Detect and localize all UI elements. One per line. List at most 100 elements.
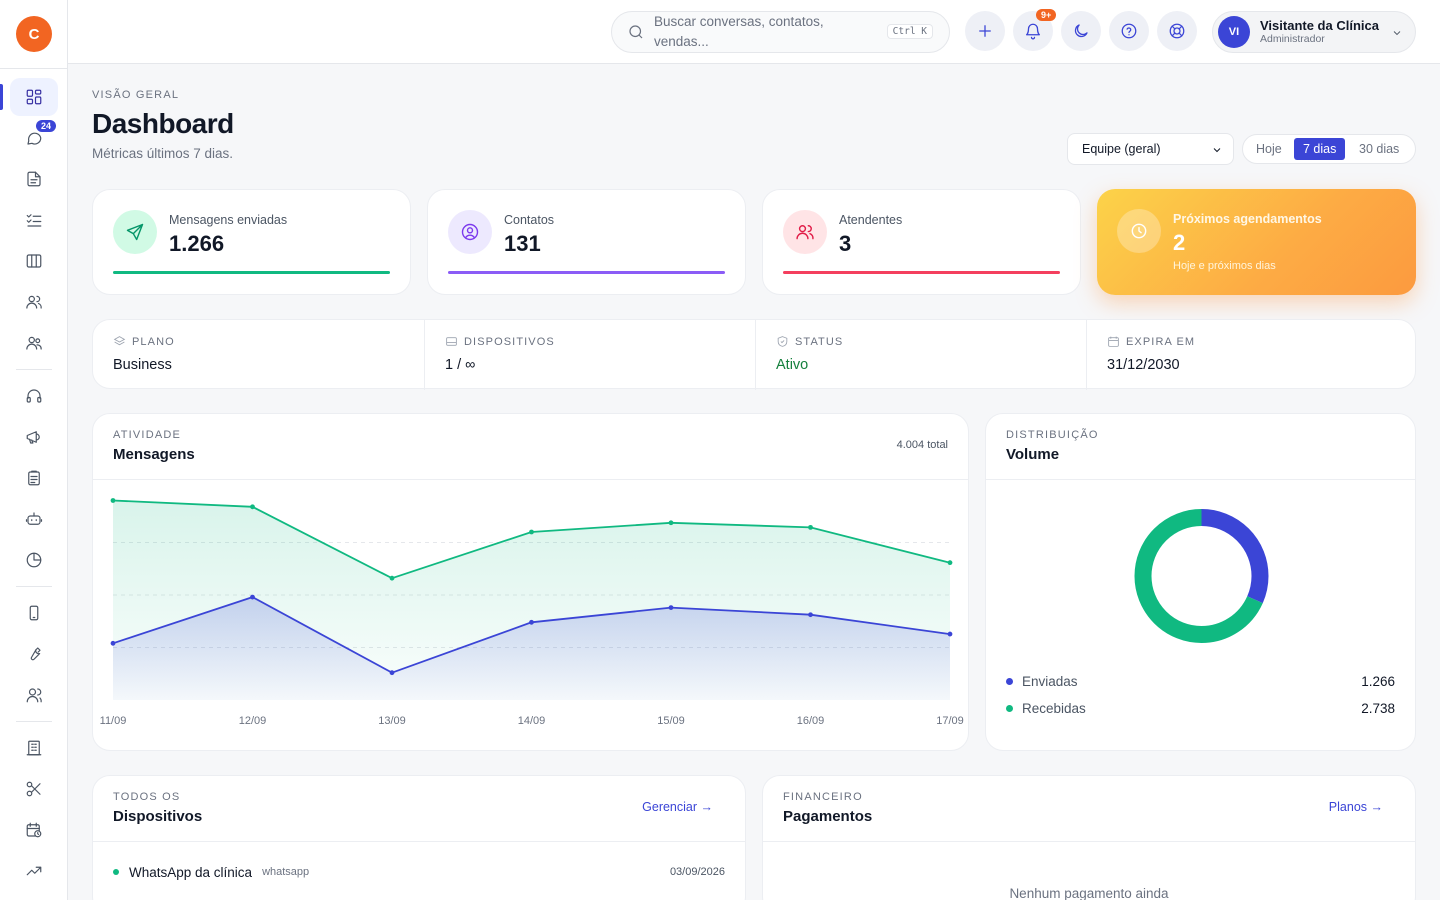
search-input[interactable]: Buscar conversas, contatos, vendas... <box>654 14 824 49</box>
device-icon <box>446 337 457 346</box>
info-plano: Plano Business <box>93 320 424 390</box>
stat-card-atendentes: Atendentes 3 <box>762 189 1081 295</box>
add-button[interactable] <box>965 11 1005 51</box>
stat-card-contatos: Contatos 131 <box>427 189 746 295</box>
info-label: Dispositivos <box>445 335 555 348</box>
sidebar-item-contatos[interactable] <box>10 283 58 321</box>
sidebar-item-vendas[interactable] <box>10 852 58 890</box>
wrench-icon <box>30 647 41 661</box>
plans-link[interactable]: Planos → <box>1328 800 1383 814</box>
legend-label: Enviadas <box>1022 673 1078 689</box>
empty-state: Nenhum pagamento ainda <box>1009 886 1169 900</box>
page-overline: Visão geral <box>92 89 180 101</box>
sidebar-item-servicos[interactable] <box>10 770 58 808</box>
sidebar-item-ferramentas[interactable] <box>10 635 58 673</box>
range-option-30-dias[interactable]: 30 dias <box>1359 142 1400 156</box>
info-divider <box>424 320 425 390</box>
data-point <box>947 560 953 566</box>
sidebar-item-relatorios[interactable] <box>10 541 58 579</box>
sidebar-item-bots[interactable] <box>10 500 58 538</box>
info-value: 31/12/2030 <box>1107 357 1180 373</box>
user-name: Visitante da Clínica <box>1260 18 1379 33</box>
sidebar-item-dispositivos[interactable] <box>10 594 58 632</box>
team-select-value: Equipe (geral) <box>1082 142 1161 156</box>
plan-info-strip: Plano Business Dispositivos 1 / ∞ Status… <box>92 319 1416 390</box>
team-icon <box>26 336 42 350</box>
trending-up-icon <box>26 866 42 876</box>
sidebar-item-tarefas[interactable] <box>10 201 58 239</box>
help-circle-icon <box>1121 23 1137 39</box>
conversas-badge: 24 <box>36 120 57 132</box>
chat-icon <box>27 132 42 145</box>
panel-title: Volume <box>1006 446 1060 463</box>
info-status: Status Ativo <box>756 320 1086 390</box>
user-menu[interactable]: VI Visitante da Clínica Administrador <box>1212 11 1416 53</box>
data-point <box>110 640 116 646</box>
team-select[interactable]: Equipe (geral) <box>1067 133 1234 165</box>
search-bar[interactable]: Buscar conversas, contatos, vendas... Ct… <box>611 11 950 53</box>
sidebar-item-documentos[interactable] <box>10 160 58 198</box>
manage-devices-link[interactable]: Gerenciar → <box>642 800 713 814</box>
scissors-icon <box>26 781 41 797</box>
device-type: whatsapp <box>262 866 310 878</box>
range-option-hoje[interactable]: Hoje <box>1256 142 1282 156</box>
sidebar-item-agenda[interactable] <box>10 811 58 849</box>
device-row[interactable]: WhatsApp da clínica whatsapp 03/09/2026 <box>113 862 725 882</box>
pie-chart-icon <box>26 552 42 568</box>
stat-accent-bar <box>448 271 725 274</box>
sidebar-item-equipe[interactable] <box>10 324 58 362</box>
stat-subtitle: Hoje e próximos dias <box>1173 260 1276 272</box>
device-date: 03/09/2026 <box>669 866 725 878</box>
date-range-toggle: Hoje 7 dias 30 dias <box>1242 134 1416 164</box>
legend-label: Recebidas <box>1022 700 1086 716</box>
total-count: 4.004 total <box>896 439 948 451</box>
checklist-icon <box>26 214 42 227</box>
users-icon <box>783 210 827 254</box>
legend-value: 2.738 <box>1361 700 1395 716</box>
sidebar-divider <box>16 369 52 370</box>
info-value: 1 / ∞ <box>445 357 476 373</box>
info-label: Expira em <box>1107 335 1195 348</box>
calendar-clock-icon <box>26 822 42 838</box>
sidebar-item-dashboard[interactable] <box>10 78 58 116</box>
info-value: Ativo <box>776 357 809 373</box>
notifications-button[interactable]: 9+ <box>1013 9 1057 51</box>
clipboard-icon <box>28 470 40 486</box>
plus-icon <box>979 25 991 37</box>
chevron-down-icon <box>1211 144 1223 159</box>
sidebar-item-campanhas[interactable] <box>10 418 58 456</box>
notifications-badge: 9+ <box>1036 9 1057 21</box>
bot-icon <box>25 512 43 525</box>
help-button[interactable] <box>1109 11 1149 51</box>
data-point <box>389 575 395 581</box>
sidebar-item-conversas[interactable] <box>10 119 58 157</box>
panel-header: Financeiro Pagamentos Planos → <box>763 776 1415 842</box>
donut-slice-recebidas <box>1134 509 1269 643</box>
sidebar-item-empresa[interactable] <box>10 729 58 767</box>
sidebar-item-usuarios[interactable] <box>10 676 58 714</box>
sidebar-item-atendimento[interactable] <box>10 377 58 415</box>
activity-panel: Atividade Mensagens 4.004 total 11/09 12/… <box>92 413 969 751</box>
theme-toggle-button[interactable] <box>1061 11 1101 51</box>
stat-label: Atendentes <box>839 213 903 227</box>
stat-value: 1.266 <box>169 231 225 256</box>
x-tick-label: 13/09 <box>378 715 406 727</box>
data-point <box>668 520 674 526</box>
data-point <box>250 504 255 510</box>
x-tick-label: 15/09 <box>657 715 685 727</box>
support-button[interactable] <box>1157 11 1197 51</box>
search-icon <box>627 23 645 41</box>
app-logo[interactable]: C <box>16 16 52 52</box>
range-option-7-dias[interactable]: 7 dias <box>1294 138 1346 160</box>
sidebar-item-formularios[interactable] <box>10 459 58 497</box>
document-icon <box>27 171 41 187</box>
sidebar-item-kanban[interactable] <box>10 242 58 280</box>
user-info: Visitante da Clínica Administrador <box>1260 18 1379 46</box>
stat-card-agendamentos[interactable]: Próximos agendamentos 2 Hoje e próximos … <box>1097 189 1416 295</box>
distribution-panel: Distribuição Volume Enviadas 1.266 Receb… <box>985 413 1416 751</box>
user-circle-icon <box>448 210 492 254</box>
sidebar-divider <box>16 721 52 722</box>
series-area-1 <box>113 597 950 700</box>
data-point <box>808 612 813 618</box>
data-point <box>250 594 255 600</box>
